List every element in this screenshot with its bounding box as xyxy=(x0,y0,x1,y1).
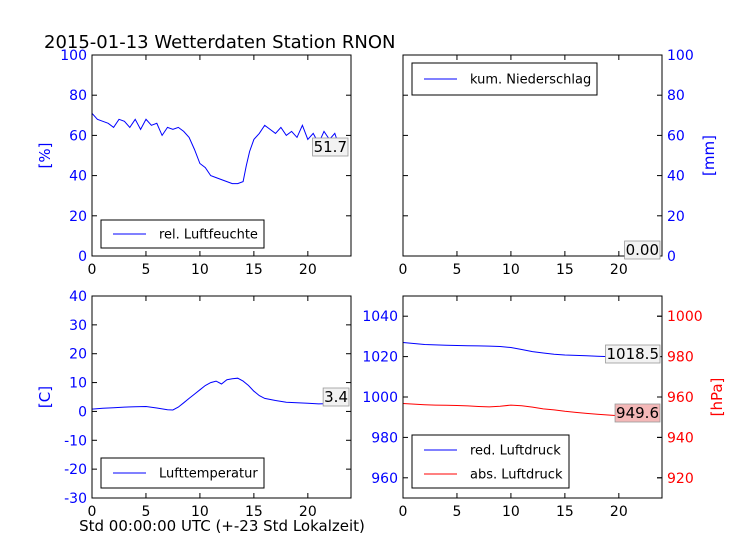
y2-axis-label: [hPa] xyxy=(708,378,726,417)
last-value-label: 3.4 xyxy=(324,388,348,406)
last-value-label-absolute: 949.6 xyxy=(616,404,659,422)
x-tick-label: 20 xyxy=(610,504,628,520)
legend-label: rel. Luftfeuchte xyxy=(159,228,258,243)
x-tick-label: 10 xyxy=(191,504,209,520)
y2-tick-label: 1000 xyxy=(667,309,703,325)
last-value-label: 0.00 xyxy=(626,241,659,259)
last-value-label-reduced: 1018.5 xyxy=(607,345,660,363)
panel-top-left: 0 5 10 15 20 0 20 40 60 80 100 [%] rel. Luftfeuchte 5… xyxy=(36,48,352,278)
x-tick-label: 5 xyxy=(141,262,150,278)
legend-label: abs. Luftdruck xyxy=(470,468,563,483)
y-tick-label: 1020 xyxy=(362,350,398,366)
y2-tick-label: 940 xyxy=(667,430,694,446)
y-tick-label: 80 xyxy=(667,88,685,104)
y-tick-label: 1040 xyxy=(362,309,398,325)
y-tick-label: 1000 xyxy=(362,390,398,406)
x-tick-label: 10 xyxy=(191,262,209,278)
panel-bottom-right: 0 5 10 15 20 960 980 1000 1020 1040 920 940 960 980 10… xyxy=(362,295,726,520)
x-tick-label: 10 xyxy=(502,504,520,520)
legend-label: red. Luftdruck xyxy=(470,444,561,459)
y2-tick-label: 920 xyxy=(667,471,694,487)
x-tick-label: 5 xyxy=(452,262,461,278)
y-tick-label: 100 xyxy=(60,48,87,64)
x-tick-label: 15 xyxy=(245,262,263,278)
x-tick-label: 20 xyxy=(610,262,628,278)
series-line-1 xyxy=(91,112,341,185)
y-tick-label: 10 xyxy=(69,376,87,392)
last-value-label: 51.7 xyxy=(314,138,347,156)
y-tick-label: 30 xyxy=(69,318,87,334)
panel-bottom-left: 0 5 10 15 20 -30 -20 -10 0 10 20 30 40 [C] Lufttempera… xyxy=(36,289,352,520)
axes-frame xyxy=(91,295,352,499)
x-tick-label: 0 xyxy=(399,262,408,278)
y-tick-label: 20 xyxy=(667,209,685,225)
legend-box xyxy=(411,434,570,489)
y-tick-label: 20 xyxy=(69,347,87,363)
x-tick-label: 5 xyxy=(452,504,461,520)
y-tick-label: 40 xyxy=(667,169,685,185)
y-axis-label: [C] xyxy=(36,386,54,408)
x-tick-label: 20 xyxy=(299,262,317,278)
y-tick-label: -30 xyxy=(64,491,87,507)
y-tick-label: 100 xyxy=(667,48,694,64)
x-tick-label: 15 xyxy=(245,504,263,520)
axes-frame xyxy=(402,54,663,257)
x-tick-label: 0 xyxy=(88,504,97,520)
legend-label: kum. Niederschlag xyxy=(470,73,591,88)
x-tick-label: 0 xyxy=(88,262,97,278)
y-tick-label: 0 xyxy=(78,404,87,420)
y-tick-label: 960 xyxy=(371,471,398,487)
x-tick-label: 15 xyxy=(556,504,574,520)
y-tick-label: 80 xyxy=(69,88,87,104)
last-value-label-box xyxy=(322,387,350,407)
x-tick-label: 10 xyxy=(502,262,520,278)
y-tick-label: 60 xyxy=(69,128,87,144)
y-axis-label: [%] xyxy=(36,143,54,169)
series-line-2 xyxy=(402,403,652,419)
y-tick-label: 40 xyxy=(69,289,87,305)
last-value-label-reduced-box xyxy=(605,344,661,364)
x-tick-label: 5 xyxy=(141,504,150,520)
y2-tick-label: 960 xyxy=(667,390,694,406)
legend-label: Lufttemperatur xyxy=(159,467,258,482)
y-tick-label: 0 xyxy=(78,249,87,265)
y2-tick-label: 980 xyxy=(667,350,694,366)
axes-frame xyxy=(91,54,352,257)
y-tick-label: 0 xyxy=(667,249,676,265)
series-line-1 xyxy=(91,377,341,411)
x-axis-label: Std 00:00:00 UTC (+-23 Std Lokalzeit) xyxy=(79,517,365,535)
panel-top-right: 0 5 10 15 20 0 20 40 60 80 100 [mm] kum. Niederschla… xyxy=(399,48,718,278)
x-tick-label: 20 xyxy=(299,504,317,520)
x-tick-label: 0 xyxy=(399,504,408,520)
figure-title: 2015-01-13 Wetterdaten Station RNON xyxy=(44,32,395,53)
y-tick-label: 40 xyxy=(69,169,87,185)
y-tick-label: 60 xyxy=(667,128,685,144)
last-value-label-box xyxy=(312,137,349,157)
last-value-label-box xyxy=(624,240,661,260)
last-value-label-absolute-box xyxy=(614,403,661,423)
y-tick-label: 20 xyxy=(69,209,87,225)
x-tick-label: 15 xyxy=(556,262,574,278)
y-tick-label: -10 xyxy=(64,433,87,449)
y-axis-label: [mm] xyxy=(700,135,718,176)
y-tick-label: 980 xyxy=(371,430,398,446)
y-tick-label: -20 xyxy=(64,462,87,478)
